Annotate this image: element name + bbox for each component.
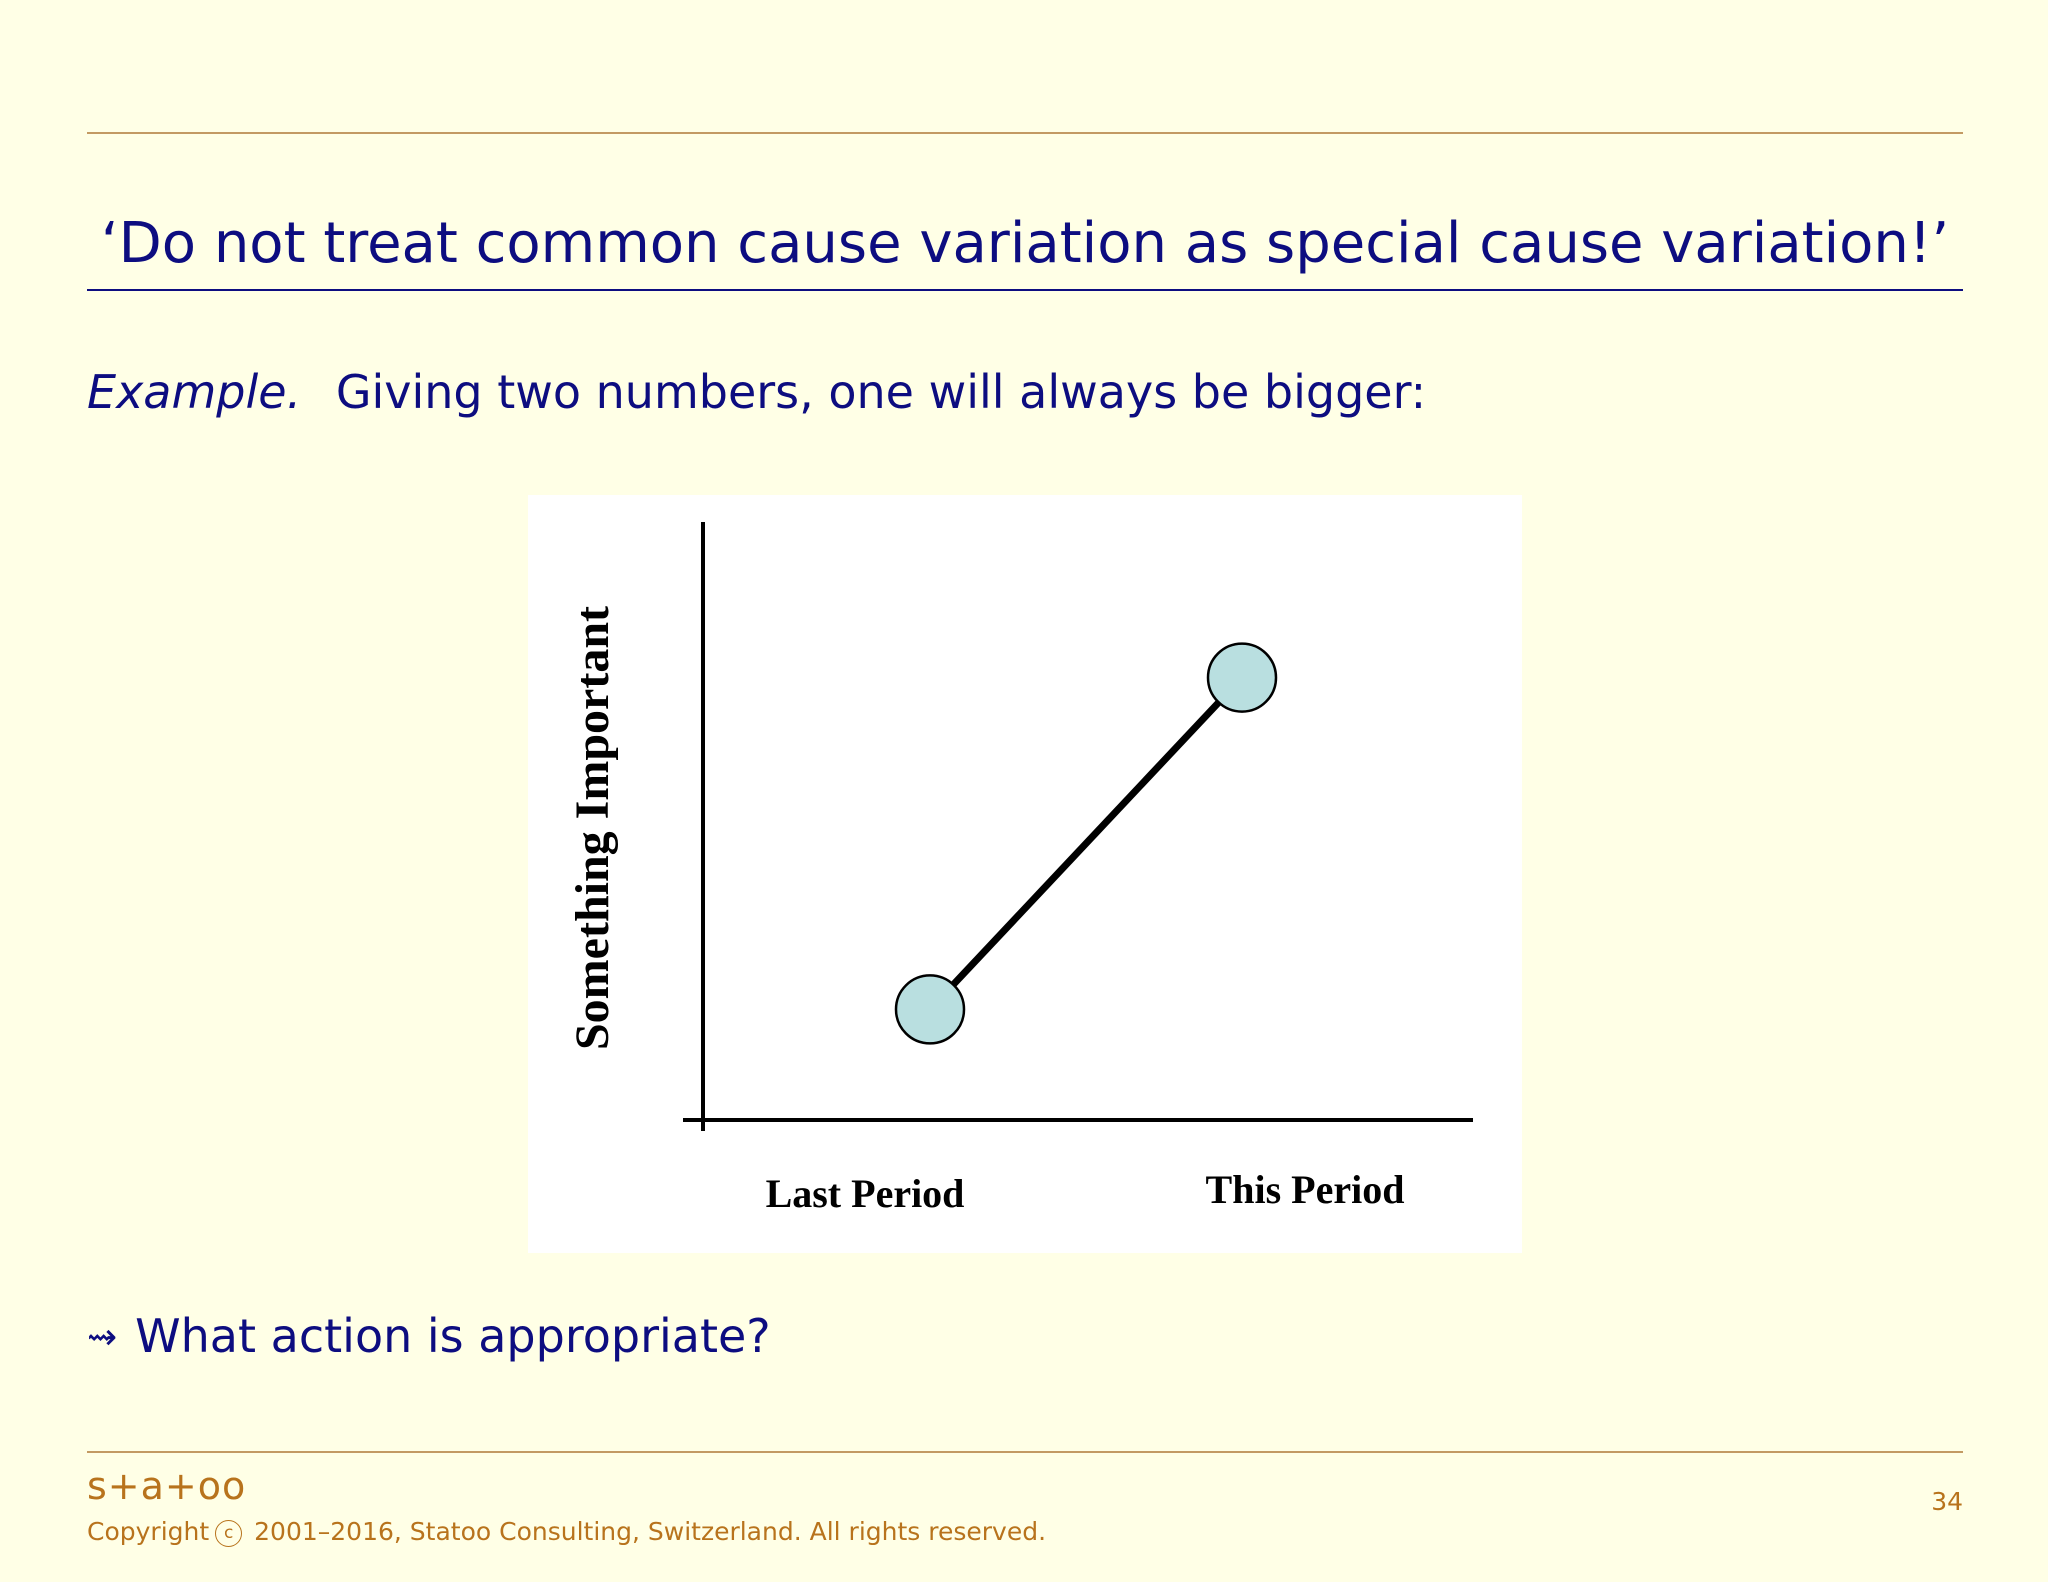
copyright-icon: c <box>215 1520 243 1547</box>
question-text: What action is appropriate? <box>135 1309 771 1363</box>
example-text: Giving two numbers, one will always be b… <box>335 365 1427 419</box>
leads-to-arrow-icon: ⇝ <box>87 1317 118 1358</box>
title-underline <box>87 289 1963 291</box>
copyright-prefix: Copyright <box>87 1517 210 1546</box>
data-point-2 <box>1206 642 1278 713</box>
copyright-text: 2001–2016, Statoo Consulting, Switzerlan… <box>254 1517 1047 1546</box>
question-line: ⇝ What action is appropriate? <box>87 1306 771 1368</box>
statoo-logo: s+a+oo <box>87 1464 247 1508</box>
x-tick-label-1: Last Period <box>766 1171 965 1216</box>
series-line <box>927 675 1245 1012</box>
footer-rule <box>87 1451 1963 1453</box>
copyright-line: Copyright c 2001–2016, Statoo Consulting, … <box>87 1516 1046 1548</box>
data-point-1 <box>894 974 966 1045</box>
slide-title: ‘Do not treat common cause variation as … <box>100 211 1950 276</box>
x-tick-label-2: This Period <box>1206 1167 1405 1212</box>
page-number: 34 <box>1931 1487 1963 1516</box>
example-label: Example. <box>87 365 302 419</box>
header-rule <box>87 132 1963 134</box>
chart-figure: Last Period This Period Something Importan… <box>528 495 1522 1253</box>
y-axis-label: Something Important <box>566 606 619 1050</box>
example-line: Example. Giving two numbers, one will al… <box>87 362 1426 422</box>
line-chart: Last Period This Period Something Importan… <box>566 522 1473 1216</box>
